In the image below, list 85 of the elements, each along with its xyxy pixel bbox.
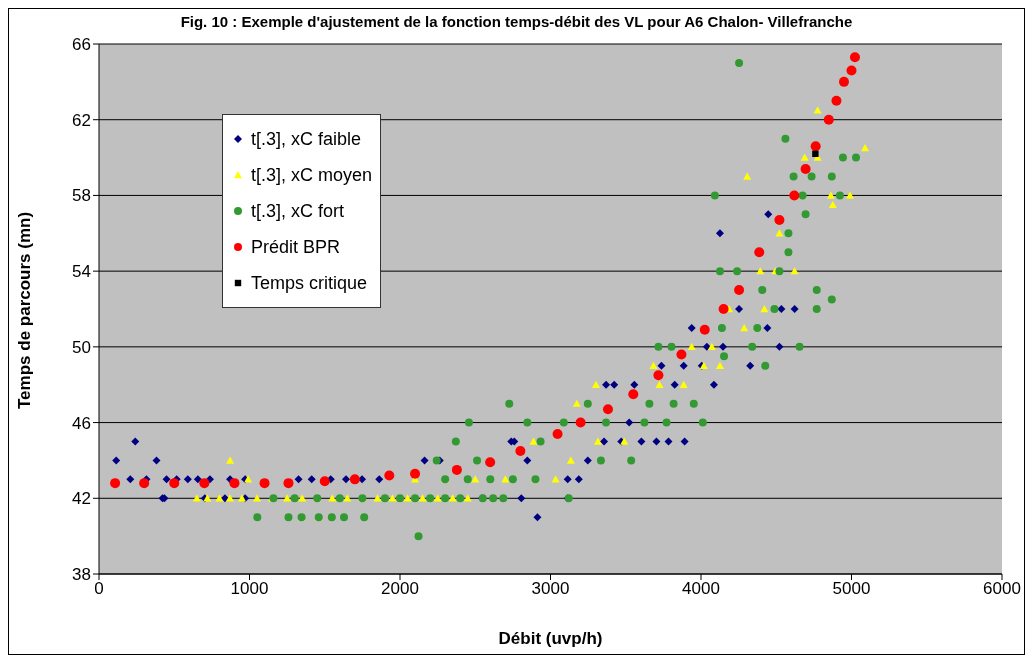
point: [707, 342, 716, 351]
y-axis-title: Temps de parcours (mn): [15, 211, 35, 409]
point: [679, 380, 688, 388]
point: [298, 494, 307, 502]
x-axis-title: Débit (uvp/h): [498, 629, 603, 648]
point: [653, 370, 664, 381]
point: [349, 474, 360, 485]
point: [789, 190, 800, 201]
y-tick-label: 54: [72, 262, 91, 282]
point: [826, 191, 835, 199]
point: [861, 144, 870, 152]
point: [529, 437, 538, 445]
legend-label: Prédit BPR: [251, 236, 341, 258]
point: [790, 267, 799, 275]
point: [812, 150, 819, 157]
point: [743, 172, 752, 180]
point: [754, 247, 765, 258]
point: [451, 464, 462, 475]
point: [566, 456, 575, 464]
point: [823, 114, 834, 125]
point: [110, 478, 121, 489]
point: [169, 478, 180, 489]
point: [838, 76, 849, 87]
y-tick-label: 58: [72, 186, 91, 206]
x-tick-label: 6000: [983, 579, 1021, 599]
point: [800, 153, 809, 161]
point: [226, 456, 235, 464]
y-tick-label: 50: [72, 337, 91, 357]
point: [471, 475, 480, 483]
point: [572, 399, 581, 407]
point: [828, 200, 837, 209]
point: [649, 361, 658, 369]
point: [800, 163, 811, 174]
point: [846, 191, 854, 199]
point: [774, 215, 785, 226]
y-tick-label: 38: [72, 565, 91, 585]
legend-label: Temps critique: [251, 272, 368, 294]
point: [259, 478, 270, 489]
point: [756, 267, 765, 275]
point: [740, 323, 749, 332]
chart-title: Fig. 10 : Exemple d'ajustement de la fonction temps-débit des VL pour A6 Chalon- Villefranche: [179, 12, 854, 32]
x-tick-label: 1000: [230, 579, 269, 599]
x-tick-label: 2000: [381, 579, 419, 599]
point: [846, 65, 857, 76]
y-tick-label: 66: [72, 35, 91, 55]
point: [831, 95, 842, 106]
legend-label: t[.3], xC faible: [251, 128, 362, 150]
point: [810, 141, 821, 152]
point: [676, 349, 687, 360]
y-tick-label: 62: [72, 110, 91, 130]
point: [718, 304, 729, 314]
point: [410, 468, 421, 479]
point: [849, 52, 860, 63]
point: [515, 445, 526, 456]
point: [575, 417, 586, 428]
y-tick-label: 42: [72, 489, 91, 509]
point: [485, 457, 496, 468]
point: [687, 342, 696, 351]
point: [813, 106, 822, 114]
point: [734, 285, 745, 296]
point: [229, 478, 240, 489]
x-tick-label: 4000: [682, 579, 720, 599]
y-tick-label: 46: [72, 413, 91, 433]
point: [760, 305, 769, 313]
point: [591, 380, 600, 388]
legend-label: t[.3], xC fort: [251, 200, 345, 222]
point: [655, 380, 664, 388]
point: [139, 478, 150, 489]
point: [319, 476, 330, 487]
point: [602, 404, 613, 415]
point: [699, 324, 710, 335]
point: [283, 478, 294, 489]
point: [552, 428, 563, 439]
point: [199, 478, 210, 489]
legend-label: t[.3], xC moyen: [251, 164, 373, 186]
point: [501, 475, 510, 483]
x-tick-label: 3000: [531, 579, 570, 599]
point: [715, 361, 724, 369]
point: [628, 389, 639, 400]
point: [215, 494, 224, 502]
x-tick-label: 0: [94, 579, 104, 599]
point: [593, 437, 602, 445]
x-tick-label: 5000: [832, 579, 871, 599]
point: [551, 475, 560, 483]
point: [384, 470, 395, 481]
